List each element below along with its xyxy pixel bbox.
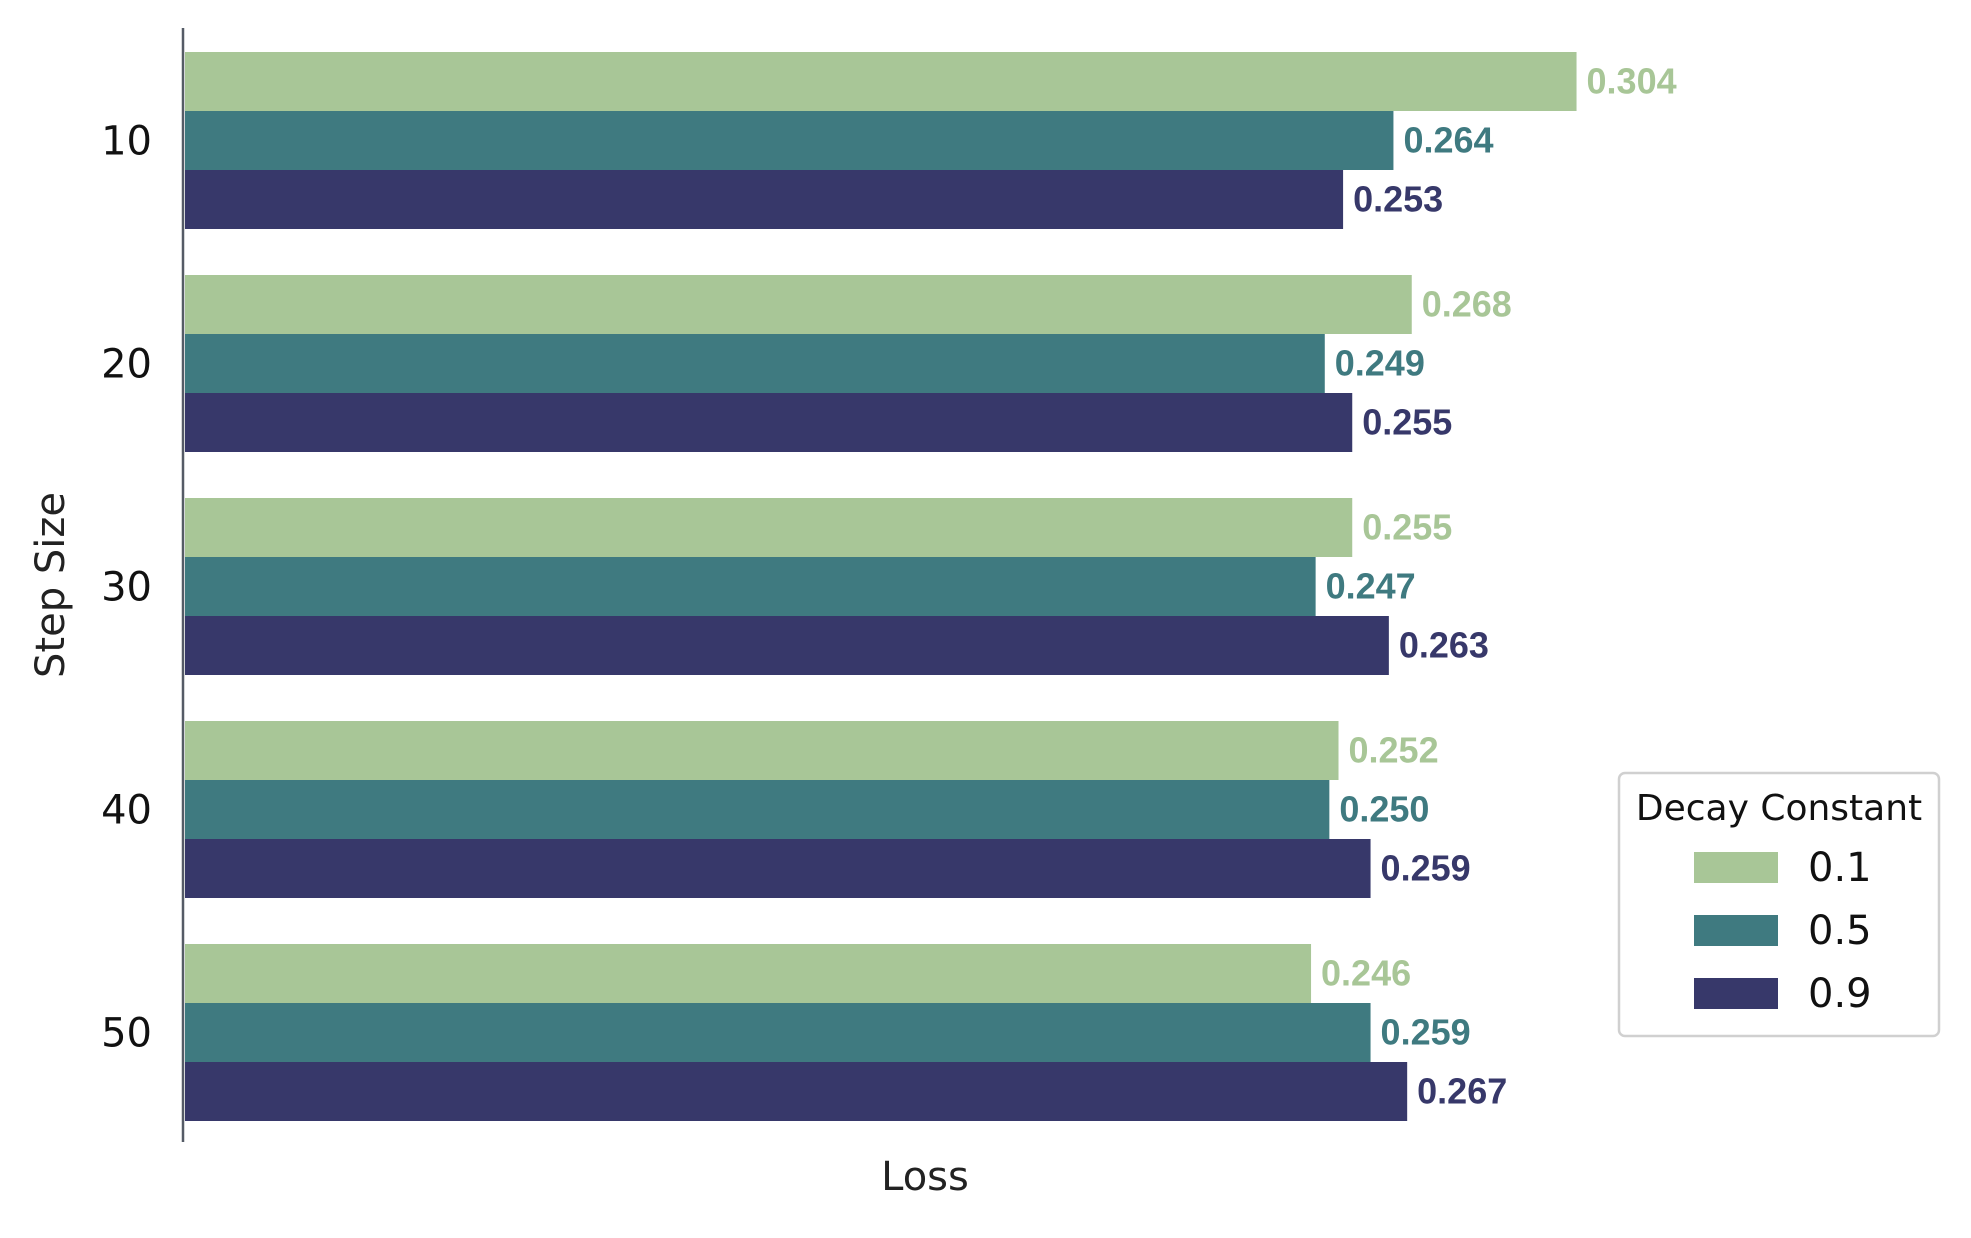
bar-step-30-decay-0.5 bbox=[185, 557, 1316, 616]
legend-frame bbox=[1617, 771, 1941, 1038]
legend-title: Decay Constant bbox=[1636, 788, 1922, 829]
legend-swatch-0.5 bbox=[1694, 915, 1778, 946]
value-label-step-20-decay-0.5: 0.249 bbox=[1335, 343, 1425, 384]
bar-step-50-decay-0.1 bbox=[185, 944, 1312, 1003]
legend-swatch-0.1 bbox=[1694, 852, 1778, 883]
bar-step-30-decay-0.9 bbox=[185, 616, 1389, 675]
value-label-step-50-decay-0.9: 0.267 bbox=[1417, 1071, 1507, 1112]
bar-step-40-decay-0.5 bbox=[185, 780, 1330, 839]
y-tick-label-20: 20 bbox=[101, 342, 152, 388]
bar-step-30-decay-0.1 bbox=[185, 498, 1353, 557]
legend-label-0.9: 0.9 bbox=[1808, 971, 1872, 1017]
value-label-step-40-decay-0.9: 0.259 bbox=[1381, 848, 1471, 889]
legend-swatch-0.9 bbox=[1694, 978, 1778, 1009]
bar-step-50-decay-0.5 bbox=[185, 1003, 1371, 1062]
value-labels-layer: 0.304 0.264 0.253 0.268 0.249 0.255 0.255 0.247… bbox=[1321, 61, 1677, 1112]
value-label-step-20-decay-0.1: 0.268 bbox=[1422, 284, 1512, 325]
y-tick-label-50: 50 bbox=[101, 1011, 152, 1057]
legend-label-0.1: 0.1 bbox=[1808, 845, 1872, 891]
y-tick-label-40: 40 bbox=[101, 788, 152, 834]
bar-step-20-decay-0.1 bbox=[185, 275, 1412, 334]
legend: Decay Constant 0.1 0.5 0.9 bbox=[1617, 771, 1941, 1038]
value-label-step-40-decay-0.1: 0.252 bbox=[1349, 730, 1439, 771]
bars-layer bbox=[185, 52, 1577, 1121]
y-tick-label-30: 30 bbox=[101, 565, 152, 611]
legend-items: 0.1 0.5 0.9 bbox=[1694, 845, 1872, 1017]
x-axis-label: Loss bbox=[881, 1154, 969, 1200]
value-label-step-20-decay-0.9: 0.255 bbox=[1362, 402, 1452, 443]
y-axis-label: Step Size bbox=[28, 492, 74, 678]
bar-step-20-decay-0.9 bbox=[185, 393, 1353, 452]
y-tick-labels: 10 20 30 40 50 bbox=[101, 119, 152, 1057]
bar-step-10-decay-0.5 bbox=[185, 111, 1394, 170]
bar-step-40-decay-0.1 bbox=[185, 721, 1339, 780]
legend-label-0.5: 0.5 bbox=[1808, 908, 1872, 954]
bar-step-10-decay-0.1 bbox=[185, 52, 1577, 111]
value-label-step-10-decay-0.1: 0.304 bbox=[1587, 61, 1677, 102]
value-label-step-40-decay-0.5: 0.250 bbox=[1339, 789, 1429, 830]
bar-step-40-decay-0.9 bbox=[185, 839, 1371, 898]
value-label-step-30-decay-0.1: 0.255 bbox=[1362, 507, 1452, 548]
y-tick-label-10: 10 bbox=[101, 119, 152, 165]
value-label-step-50-decay-0.5: 0.259 bbox=[1381, 1012, 1471, 1053]
value-label-step-10-decay-0.9: 0.253 bbox=[1353, 179, 1443, 220]
value-label-step-30-decay-0.9: 0.263 bbox=[1399, 625, 1489, 666]
bar-step-20-decay-0.5 bbox=[185, 334, 1325, 393]
value-label-step-50-decay-0.1: 0.246 bbox=[1321, 953, 1411, 994]
value-label-step-10-decay-0.5: 0.264 bbox=[1403, 120, 1493, 161]
bar-step-50-decay-0.9 bbox=[185, 1062, 1408, 1121]
bar-step-10-decay-0.9 bbox=[185, 170, 1344, 229]
value-label-step-30-decay-0.5: 0.247 bbox=[1326, 566, 1416, 607]
